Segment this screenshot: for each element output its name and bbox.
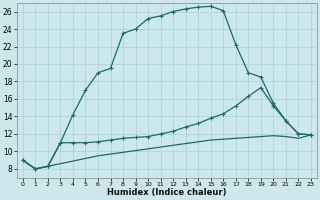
X-axis label: Humidex (Indice chaleur): Humidex (Indice chaleur) [107,188,227,197]
